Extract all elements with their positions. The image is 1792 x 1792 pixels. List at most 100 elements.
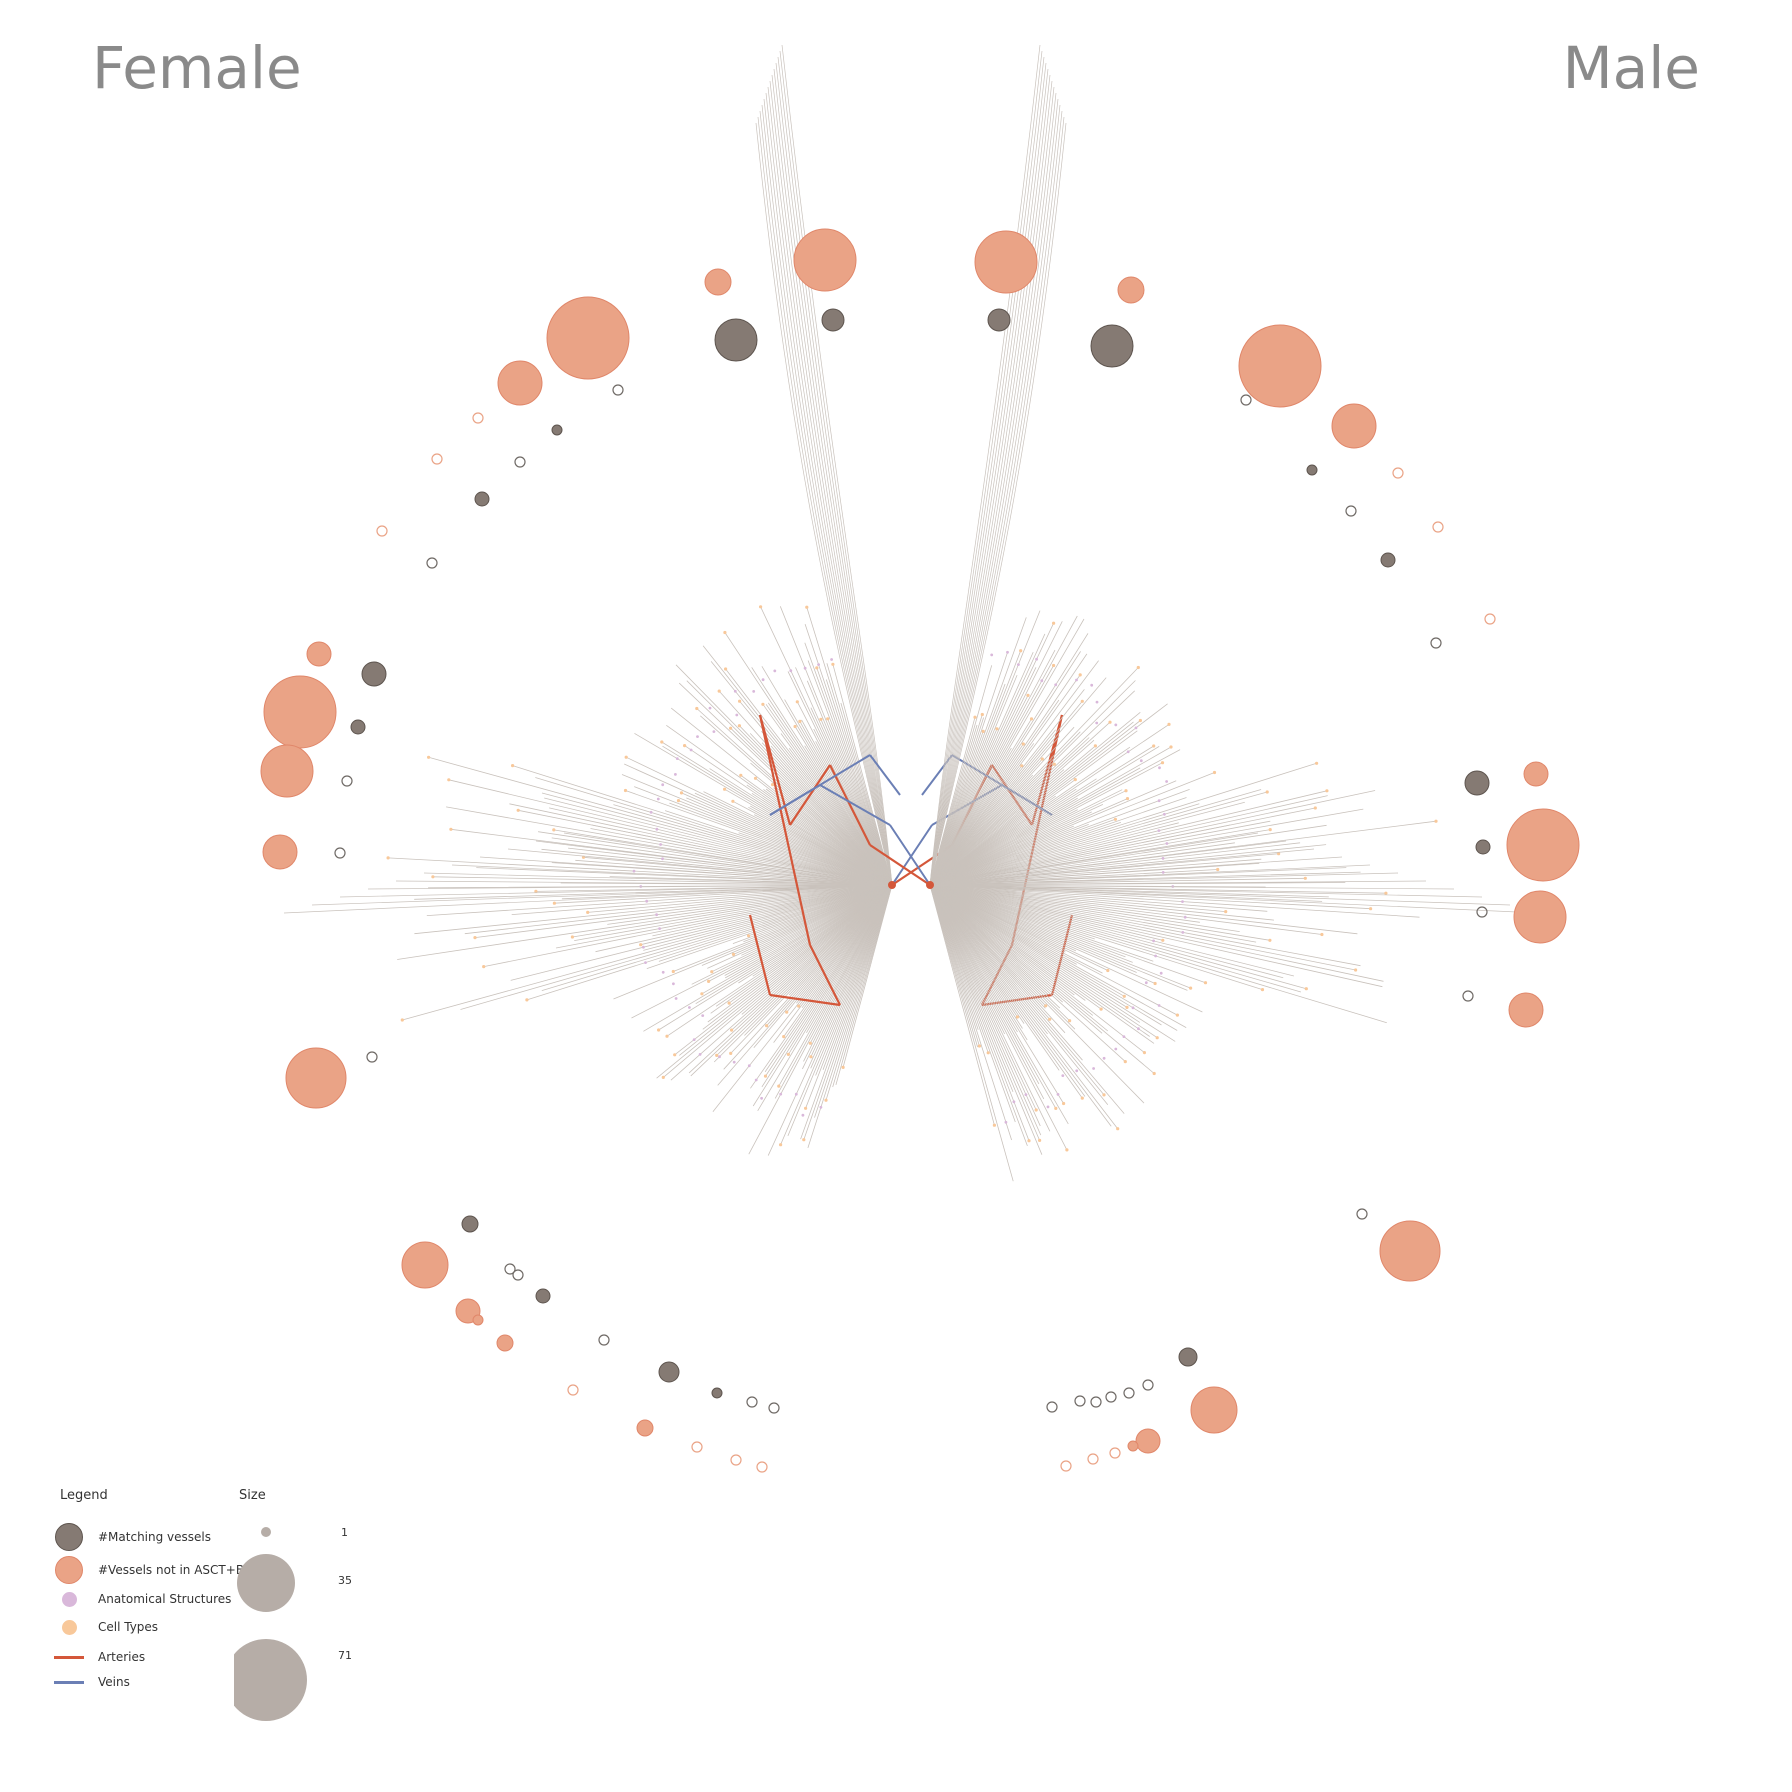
tree-branch (929, 884, 1064, 1104)
cell-type-node (665, 1034, 669, 1038)
tree-branch (929, 98, 1059, 886)
empty-unmatched-bubble (376, 525, 388, 537)
anatomical-node (1114, 723, 1118, 727)
cell-type-node (738, 699, 742, 703)
matching-vessel-bubble (1090, 324, 1134, 368)
tree-branch (929, 726, 1075, 886)
tree-branch (590, 828, 893, 886)
tree-branch (703, 791, 893, 886)
cell-type-node (727, 1001, 731, 1005)
cell-type-node (1052, 762, 1056, 766)
tree-branch (929, 884, 1086, 1097)
cell-type-node (739, 773, 743, 777)
tree-branch (842, 884, 893, 1068)
anatomical-node (1040, 679, 1044, 683)
cell-type-node (1155, 1036, 1159, 1040)
cell-type-node (730, 1028, 734, 1032)
anatomical-node (1157, 829, 1161, 832)
tree-branch (784, 699, 893, 886)
matching-vessel-bubble (350, 719, 366, 735)
cell-type-node (1138, 718, 1142, 723)
empty-matching-bubble (426, 557, 438, 569)
legend: Legend Size #Matching vessels #Vessels n… (54, 1488, 384, 1738)
cell-type-node (786, 1052, 791, 1056)
empty-unmatched-bubble (567, 1384, 579, 1396)
tree-branch (929, 729, 1056, 886)
tree-branch (929, 884, 1063, 1003)
cell-type-node (386, 856, 390, 860)
tree-branch (675, 664, 893, 886)
tree-branch (929, 884, 1284, 979)
cell-type-node (777, 1084, 781, 1088)
cell-type-node (1152, 744, 1156, 748)
anatomical-node (1154, 954, 1157, 958)
empty-matching-bubble (341, 775, 353, 787)
tree-branch (805, 884, 893, 1109)
cell-type-node (1026, 693, 1030, 698)
tree-branch (740, 774, 893, 886)
tree-branch (767, 702, 893, 886)
cell-type-node (819, 717, 823, 721)
tree-branch (803, 884, 893, 1140)
tree-branch (929, 762, 1317, 886)
tree-branch (929, 745, 1154, 886)
matching-dot-icon (55, 1523, 83, 1551)
tree-branch (752, 884, 893, 1107)
cell-type-node (534, 889, 538, 894)
tree-branch (929, 68, 1049, 886)
vein-line (769, 754, 871, 816)
tree-branch (929, 884, 1154, 962)
tree-branch (451, 864, 893, 886)
tree-branch (767, 86, 893, 886)
tree-branch (634, 786, 893, 886)
cell-type-node (831, 662, 835, 666)
tree-branch (929, 699, 1060, 886)
cell-type-node (1315, 761, 1319, 765)
empty-matching-bubble (504, 1263, 516, 1275)
tree-branch (710, 661, 893, 886)
cell-type-node (661, 1075, 665, 1079)
tree-branch (825, 884, 893, 1101)
tree-branch (929, 667, 1139, 886)
tree-branch (555, 884, 893, 949)
unmatched-vessel-bubble (260, 744, 314, 798)
tree-branch (929, 884, 1006, 1035)
empty-unmatched-bubble (431, 453, 443, 465)
tree-branch (832, 664, 893, 886)
cell-type-node (717, 689, 721, 693)
cell-type-node (1116, 1127, 1120, 1131)
tree-branch (929, 884, 1420, 918)
tree-branch (678, 800, 893, 886)
tree-branch (929, 790, 1127, 886)
anatomical-node (817, 663, 820, 666)
tree-branch (765, 788, 893, 886)
cell-type-node (779, 1143, 783, 1147)
anatomical-node (990, 653, 994, 657)
tree-branch (929, 110, 1063, 886)
cell-type-node (657, 1028, 661, 1032)
cell-type-node (731, 799, 735, 803)
cell-type-node (797, 1004, 801, 1008)
tree-branch (929, 623, 1054, 886)
tree-branch (929, 818, 1116, 886)
tree-branch (760, 606, 893, 886)
anatomical-node (1126, 750, 1130, 754)
tree-branch (929, 779, 1076, 886)
anatomical-node (1157, 799, 1161, 803)
empty-unmatched-bubble (1392, 467, 1404, 479)
tree-branch (621, 774, 893, 886)
vein-line (889, 824, 931, 886)
cell-type-node (1268, 828, 1272, 832)
tree-branch (510, 884, 893, 981)
anatomical-node (688, 1006, 691, 1009)
vein-line (869, 754, 901, 796)
tree-branch (804, 623, 893, 886)
tree-branch (751, 667, 893, 886)
tree-branch (574, 884, 893, 941)
tree-branch (815, 884, 893, 1076)
unmatched-vessel-bubble (285, 1047, 347, 1109)
empty-matching-bubble (1345, 505, 1357, 517)
matching-vessel-bubble (1306, 464, 1318, 476)
tree-branch (426, 884, 893, 916)
anatomical-node (747, 1064, 751, 1068)
